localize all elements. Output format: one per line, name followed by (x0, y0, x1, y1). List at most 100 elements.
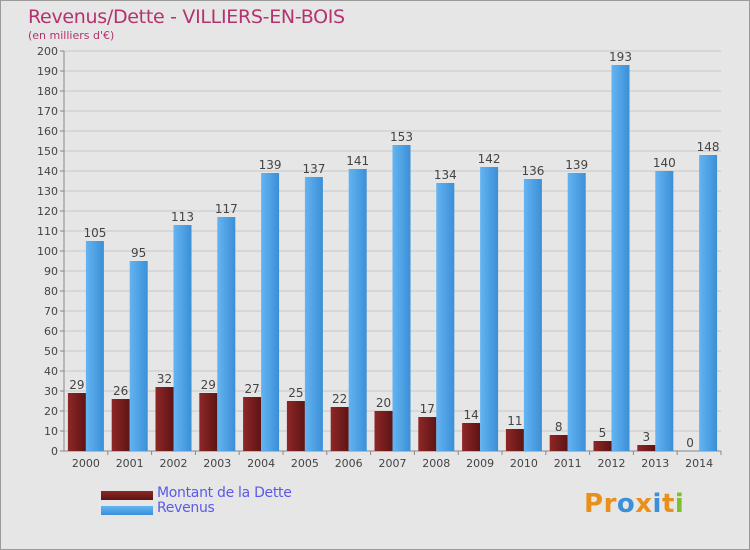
y-tick-label: 10 (44, 425, 58, 438)
bar-revenus (523, 179, 542, 451)
data-label-dette: 11 (507, 414, 522, 428)
data-label-dette: 27 (244, 382, 259, 396)
data-label-dette: 26 (113, 384, 128, 398)
y-tick-label: 110 (37, 225, 58, 238)
data-label-revenus: 141 (346, 154, 369, 168)
y-tick-label: 0 (51, 445, 58, 458)
y-tick-label: 140 (37, 165, 58, 178)
y-axis-ticks: 0 10 20 30 40 50 60 70 80 90 100 110 120 130 140 150 160… (37, 45, 64, 458)
data-label-dette: 29 (69, 378, 84, 392)
y-tick-label: 20 (44, 405, 58, 418)
data-label-revenus: 117 (215, 202, 238, 216)
data-label-revenus: 153 (390, 130, 413, 144)
bar-revenus (480, 167, 499, 451)
y-tick-label: 120 (37, 205, 58, 218)
bar-dette (374, 411, 393, 451)
y-tick-label: 90 (44, 265, 58, 278)
y-tick-label: 190 (37, 65, 58, 78)
bar-dette (637, 445, 656, 451)
bar-dette (286, 401, 305, 451)
bar-revenus (261, 173, 280, 451)
proxiti-logo: Proxiti (584, 489, 684, 519)
x-tick-label: 2008 (422, 457, 450, 470)
bar-dette (155, 387, 174, 451)
chart-title: Revenus/Dette - VILLIERS-EN-BOIS (28, 6, 345, 28)
x-tick-label: 2011 (554, 457, 582, 470)
x-tick-label: 2002 (160, 457, 188, 470)
bar-dette (330, 407, 349, 451)
bar-revenus (348, 169, 367, 451)
y-tick-label: 80 (44, 285, 58, 298)
y-tick-label: 40 (44, 365, 58, 378)
data-label-revenus: 193 (609, 50, 632, 64)
x-tick-label: 2000 (72, 457, 100, 470)
legend-label-revenus: Revenus (157, 500, 215, 516)
data-label-revenus: 95 (131, 246, 146, 260)
x-axis-ticks: 2000 2001 2002 2003 2004 2005 2006 2007 2008 2009… (72, 451, 722, 470)
data-label-revenus: 134 (434, 168, 457, 182)
x-tick-label: 2001 (116, 457, 144, 470)
logo-letter: x (635, 489, 653, 519)
data-label-revenus: 148 (697, 140, 720, 154)
data-labels: 2910526953211329117271392513722141201531… (69, 50, 719, 450)
y-tick-label: 200 (37, 45, 58, 58)
data-label-dette: 20 (376, 396, 391, 410)
x-tick-label: 2014 (685, 457, 713, 470)
bars (67, 65, 718, 451)
x-tick-label: 2005 (291, 457, 319, 470)
bar-dette (67, 393, 86, 451)
y-tick-label: 180 (37, 85, 58, 98)
data-label-dette: 8 (555, 420, 563, 434)
bar-dette (418, 417, 437, 451)
legend-label-dette: Montant de la Dette (157, 485, 292, 501)
x-tick-label: 2007 (379, 457, 407, 470)
y-tick-label: 30 (44, 385, 58, 398)
data-label-revenus: 142 (478, 152, 501, 166)
data-label-dette: 3 (642, 430, 650, 444)
data-label-dette: 0 (686, 436, 694, 450)
bar-dette (593, 441, 612, 451)
bar-dette (549, 435, 568, 451)
bar-revenus (217, 217, 236, 451)
y-tick-label: 160 (37, 125, 58, 138)
bar-dette (505, 429, 524, 451)
bar-dette (243, 397, 262, 451)
logo-letter: o (616, 489, 636, 519)
logo-letter: r (603, 489, 617, 519)
legend-swatch-dette (101, 491, 153, 500)
x-tick-label: 2004 (247, 457, 275, 470)
x-tick-label: 2010 (510, 457, 538, 470)
bar-revenus (436, 183, 455, 451)
data-label-dette: 29 (201, 378, 216, 392)
x-tick-label: 2012 (598, 457, 626, 470)
bar-revenus (85, 241, 104, 451)
data-label-revenus: 113 (171, 210, 194, 224)
y-tick-label: 130 (37, 185, 58, 198)
legend-swatch-revenus (101, 506, 153, 515)
bar-revenus (611, 65, 630, 451)
data-label-dette: 32 (157, 372, 172, 386)
y-tick-label: 170 (37, 105, 58, 118)
y-tick-label: 60 (44, 325, 58, 338)
bar-revenus (655, 171, 674, 451)
bar-revenus (129, 261, 148, 451)
bar-revenus (173, 225, 192, 451)
data-label-dette: 22 (332, 392, 347, 406)
data-label-revenus: 140 (653, 156, 676, 170)
bar-dette (462, 423, 481, 451)
data-label-revenus: 137 (302, 162, 325, 176)
bar-revenus (567, 173, 586, 451)
bar-dette (111, 399, 130, 451)
data-label-dette: 17 (420, 402, 435, 416)
bar-dette (199, 393, 218, 451)
data-label-revenus: 136 (521, 164, 544, 178)
logo-letter: t (661, 489, 675, 519)
bar-revenus (392, 145, 411, 451)
y-tick-label: 50 (44, 345, 58, 358)
data-label-revenus: 105 (83, 226, 106, 240)
y-tick-label: 150 (37, 145, 58, 158)
data-label-revenus: 139 (565, 158, 588, 172)
logo-letter: i (674, 489, 685, 519)
